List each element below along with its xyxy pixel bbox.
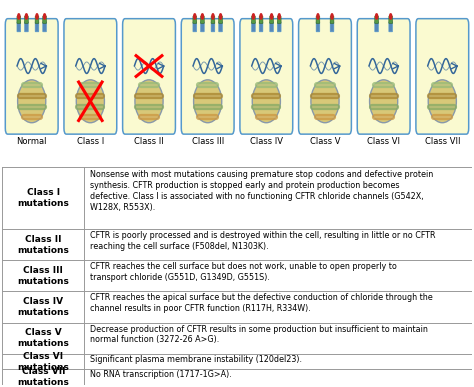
FancyBboxPatch shape	[181, 19, 234, 134]
FancyBboxPatch shape	[35, 22, 39, 32]
Text: Class I: Class I	[77, 137, 104, 146]
Text: Class V: Class V	[310, 137, 340, 146]
Ellipse shape	[193, 80, 222, 123]
FancyBboxPatch shape	[201, 16, 204, 23]
FancyBboxPatch shape	[389, 22, 392, 32]
Text: Class VI
mutations: Class VI mutations	[18, 352, 69, 372]
Text: Class IV
mutations: Class IV mutations	[18, 297, 69, 317]
FancyBboxPatch shape	[252, 22, 255, 32]
FancyBboxPatch shape	[316, 22, 320, 32]
Text: Nonsense with most mutations causing premature stop codons and defective protein: Nonsense with most mutations causing pre…	[90, 170, 433, 212]
Ellipse shape	[252, 80, 281, 123]
Text: Class III: Class III	[191, 137, 224, 146]
Circle shape	[271, 14, 273, 19]
FancyBboxPatch shape	[64, 19, 117, 134]
Ellipse shape	[311, 80, 339, 123]
FancyBboxPatch shape	[357, 19, 410, 134]
FancyBboxPatch shape	[277, 22, 281, 32]
FancyBboxPatch shape	[277, 16, 281, 23]
FancyBboxPatch shape	[252, 16, 255, 23]
Circle shape	[390, 14, 392, 19]
Text: CFTR reaches the cell surface but does not work, unable to open properly to
tran: CFTR reaches the cell surface but does n…	[90, 262, 397, 282]
FancyBboxPatch shape	[25, 22, 28, 32]
Text: Class II: Class II	[134, 137, 164, 146]
Ellipse shape	[370, 80, 398, 123]
Text: Class I
mutations: Class I mutations	[18, 188, 69, 208]
Text: Class II
mutations: Class II mutations	[18, 235, 69, 255]
FancyBboxPatch shape	[5, 19, 58, 134]
Text: Class V
mutations: Class V mutations	[18, 328, 69, 348]
Circle shape	[201, 14, 203, 19]
Text: Class III
mutations: Class III mutations	[18, 266, 69, 286]
Circle shape	[44, 14, 46, 19]
Text: Class VI: Class VI	[367, 137, 400, 146]
Circle shape	[260, 14, 262, 19]
FancyBboxPatch shape	[270, 22, 273, 32]
FancyBboxPatch shape	[270, 16, 273, 23]
Circle shape	[194, 14, 196, 19]
FancyBboxPatch shape	[375, 22, 378, 32]
FancyBboxPatch shape	[259, 22, 263, 32]
Ellipse shape	[18, 80, 46, 123]
Circle shape	[278, 14, 280, 19]
Text: Decrease production of CFTR results in some production but insufficient to maint: Decrease production of CFTR results in s…	[90, 325, 428, 344]
FancyBboxPatch shape	[375, 16, 378, 23]
FancyBboxPatch shape	[219, 22, 222, 32]
FancyBboxPatch shape	[416, 19, 469, 134]
Circle shape	[36, 14, 38, 19]
Text: Significant plasma membrane instability (120del23).: Significant plasma membrane instability …	[90, 355, 302, 364]
FancyBboxPatch shape	[17, 22, 21, 32]
FancyBboxPatch shape	[330, 22, 334, 32]
Text: CFTR is poorly processed and is destroyed within the cell, resulting in little o: CFTR is poorly processed and is destroye…	[90, 231, 436, 251]
Circle shape	[212, 14, 214, 19]
FancyBboxPatch shape	[35, 16, 39, 23]
FancyBboxPatch shape	[123, 19, 175, 134]
FancyBboxPatch shape	[43, 16, 46, 23]
Circle shape	[26, 14, 27, 19]
Text: Class IV: Class IV	[250, 137, 283, 146]
FancyBboxPatch shape	[240, 19, 293, 134]
Text: Class VII: Class VII	[425, 137, 460, 146]
FancyBboxPatch shape	[211, 22, 215, 32]
Text: Class VII
mutations: Class VII mutations	[18, 367, 69, 387]
Text: No RNA transcription (1717-1G>A).: No RNA transcription (1717-1G>A).	[90, 370, 232, 379]
Circle shape	[219, 14, 222, 19]
Circle shape	[331, 14, 333, 19]
FancyBboxPatch shape	[193, 16, 197, 23]
Ellipse shape	[76, 80, 104, 123]
FancyBboxPatch shape	[211, 16, 215, 23]
FancyBboxPatch shape	[43, 22, 46, 32]
FancyBboxPatch shape	[201, 22, 204, 32]
Circle shape	[252, 14, 255, 19]
FancyBboxPatch shape	[299, 19, 351, 134]
Ellipse shape	[428, 80, 456, 123]
FancyBboxPatch shape	[389, 16, 392, 23]
Ellipse shape	[135, 80, 163, 123]
FancyBboxPatch shape	[219, 16, 222, 23]
Text: CFTR reaches the apical surface but the defective conduction of chloride through: CFTR reaches the apical surface but the …	[90, 293, 433, 313]
Circle shape	[18, 14, 20, 19]
Circle shape	[375, 14, 378, 19]
Text: Normal: Normal	[17, 137, 47, 146]
FancyBboxPatch shape	[25, 16, 28, 23]
FancyBboxPatch shape	[259, 16, 263, 23]
FancyBboxPatch shape	[316, 16, 320, 23]
FancyBboxPatch shape	[17, 16, 21, 23]
FancyBboxPatch shape	[330, 16, 334, 23]
Circle shape	[317, 14, 319, 19]
FancyBboxPatch shape	[193, 22, 197, 32]
